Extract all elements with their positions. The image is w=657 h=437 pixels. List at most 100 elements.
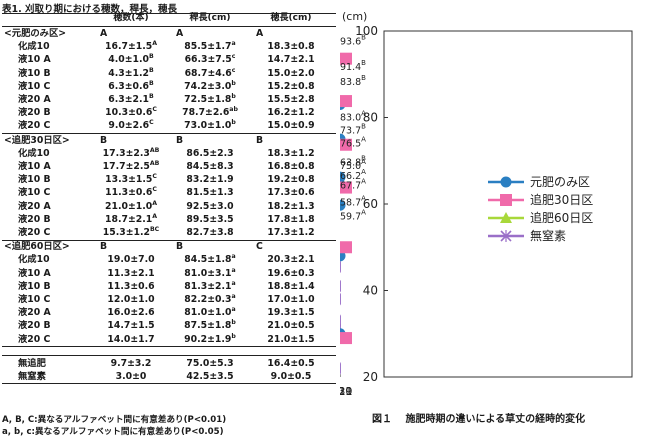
row-value-text: 81.3±2.1 [184,280,232,292]
y-tick-label: 100 [355,24,378,38]
row-name: 液10 C [18,293,50,306]
significance-letter: b [231,119,236,127]
group-letter: B [176,134,252,147]
row-value: 74.2±3.0b [172,80,248,93]
point-label: 76.5A [340,136,366,150]
table-group-rule [2,133,336,135]
significance-letter: A [152,199,157,207]
row-value: 78.7±2.6ab [172,106,248,119]
row-value-text: 73.0±1.0 [184,120,232,132]
row-name: 無窒素 [18,370,46,383]
row-value: 17.3±0.6 [252,186,330,199]
group-label: <追肥60日区> [4,240,70,253]
row-value-text: 17.3±2.3 [102,147,150,159]
row-name-text: 液10 B [18,280,51,292]
row-value: 18.3±1.2 [252,147,330,160]
row-name: 液20 A [18,93,51,106]
row-name-text: 液10 B [18,67,51,79]
point-label-value: 66.2 [340,171,361,182]
row-name-text: 化成10 [18,41,50,53]
x-tick-label: 8/21 [340,385,352,398]
group-letter-text: A [176,28,184,39]
table-group-header: <追肥30日区> B B B [0,134,340,147]
legend-label: 追肥60日区 [530,210,593,225]
row-name-text: 化成10 [18,147,50,159]
plant-height-chart: 20406080100(cm)6/197/107/318/219/1163.8B… [340,10,633,398]
row-name: 液10 A [18,53,51,66]
row-name: 液20 C [18,226,50,239]
row-value: 14.0±1.7 [96,333,166,346]
point-label-value: 91.4 [340,62,361,73]
row-value-text: 18.7±2.1 [105,213,153,225]
row-value: 81.5±1.3 [172,186,248,199]
point-label: 58.7A [340,195,366,209]
row-value: 17.3±2.3AB [96,147,166,160]
row-value: 19.3±1.5 [252,306,330,319]
row-value-text: 15.3±1.2 [102,227,150,238]
row-value: 4.0±1.0B [96,53,166,66]
significance-letter: B [149,93,154,100]
header-culm: 稈長(cm) [189,13,231,23]
point-label: 63.8B [340,155,366,169]
row-value-text: 86.5±2.3 [186,147,234,159]
row-value: 10.3±0.6C [96,106,166,119]
point-label-value: 83.8 [340,77,361,88]
row-value-text: 19.6±0.3 [267,267,315,279]
group-label: <追肥30日区> [4,134,70,147]
row-value: 19.2±0.8 [252,173,330,186]
row-value: 18.7±2.1A [96,213,166,226]
table-bottom-rule [2,383,336,385]
row-value-text: 9.7±3.2 [110,357,152,369]
table-title: 表1. 刈取り期における穂数，稈長，穂長 [2,4,178,15]
point-label-letter: A [361,110,366,118]
row-value: 17.3±1.2 [252,226,330,239]
row-value-text: 14.7±2.1 [267,54,315,66]
row-name: 液10 C [18,80,50,93]
group-letter-text: B [256,134,264,146]
row-value: 90.2±1.9b [172,333,248,346]
row-value-text: 68.7±4.6 [184,67,232,79]
row-name-text: 液20 C [18,120,51,132]
point-label-letter: A [361,178,366,186]
significance-letter: C [149,119,154,127]
row-value-text: 17.7±2.5 [102,161,150,172]
row-value-text: 75.0±5.3 [186,357,234,369]
data-point-circle [500,176,512,188]
table-top-rule [2,13,336,14]
row-value: 15.3±1.2BC [96,226,166,239]
row-name-text: 無窒素 [18,371,46,382]
row-value-text: 3.0±0 [115,371,147,382]
data-point-square [340,52,352,65]
row-value: 4.3±1.2B [96,67,166,80]
data-point-square [340,181,352,194]
row-name: 液20 B [18,106,51,119]
group-letter: A [100,27,170,40]
row-value-text: 16.0±2.6 [107,307,155,319]
row-value-text: 72.5±1.8 [184,94,232,105]
row-value-text: 11.3±0.6 [105,187,153,199]
row-value-text: 17.3±1.2 [267,227,315,238]
row-name: 液10 B [18,280,51,293]
point-label: 67.7A [340,178,366,192]
row-value: 18.2±1.3 [252,200,330,213]
row-value-text: 19.2±0.8 [267,174,315,186]
row-value: 17.0±1.0 [252,293,330,306]
table-group-rule [2,239,336,241]
legend-label: 追肥30日区 [530,192,593,207]
row-value-text: 78.7±2.6 [182,107,230,119]
point-label-value: 75.0 [340,161,361,172]
significance-letter: ab [229,106,238,114]
row-value-text: 16.7±1.5 [105,41,153,53]
row-value-text: 18.3±0.8 [267,41,315,53]
row-value: 21.0±0.5 [252,319,330,332]
row-value-text: 4.3±1.2 [108,67,149,79]
group-label-text: <追肥60日区> [4,241,70,253]
row-value-text: 15.0±0.9 [267,120,315,132]
figure-caption-text: 施肥時期の違いによる草丈の経時的変化 [405,414,586,425]
row-value: 16.7±1.5A [96,40,166,53]
row-value: 84.5±1.8a [172,253,248,266]
row-name-text: 液10 A [18,54,51,66]
row-value-text: 16.4±0.5 [267,357,315,369]
point-label-letter: B [361,74,366,82]
row-value-text: 18.3±1.2 [267,147,315,159]
